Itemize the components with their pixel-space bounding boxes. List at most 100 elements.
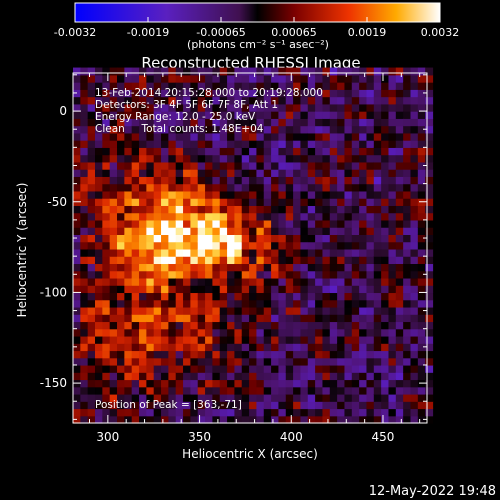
colorbar-tick-label: -0.0019 [127,26,169,39]
heatmap-cell [256,357,265,366]
heatmap-cell [278,270,287,279]
heatmap-cell [381,125,390,134]
heatmap-cell [410,386,419,395]
heatmap-cell [388,357,397,366]
heatmap-cell [285,357,294,366]
heatmap-cell [190,183,199,192]
heatmap-cell [315,190,324,199]
heatmap-cell [153,321,162,330]
heatmap-cell [146,408,155,417]
heatmap-cell [366,111,375,119]
heatmap-cell [109,256,118,265]
heatmap-cell [359,82,368,90]
heatmap-cell [175,350,184,359]
heatmap-cell [175,190,184,199]
heatmap-cell [278,299,287,308]
heatmap-cell [139,176,147,185]
heatmap-cell [95,408,103,417]
heatmap-cell [205,241,213,250]
heatmap-cell [124,328,133,337]
heatmap-cell [285,74,294,83]
heatmap-cell [109,379,118,388]
heatmap-cell [249,343,258,352]
heatmap-cell [87,205,96,214]
heatmap-cell [146,147,155,156]
heatmap-cell [241,299,250,308]
heatmap-cell [388,401,397,410]
heatmap-cell [256,328,265,337]
heatmap-cell [307,67,316,76]
heatmap-cell [351,147,360,156]
heatmap-cell [139,256,147,265]
heatmap-cell [124,205,133,214]
heatmap-cell [388,248,397,257]
heatmap-cell [395,234,404,243]
heatmap-cell [168,125,177,134]
heatmap-cell [307,415,316,424]
heatmap-cell [205,169,213,177]
heatmap-cell [278,263,287,272]
heatmap-cell [197,176,206,185]
heatmap-cell [315,118,324,127]
heatmap-cell [373,292,382,301]
heatmap-cell [278,364,287,373]
heatmap-cell [263,372,272,381]
heatmap-cell [197,82,206,90]
heatmap-cell [161,103,169,112]
heatmap-cell [234,285,243,294]
heatmap-cell [73,190,81,199]
heatmap-cell [293,270,302,279]
heatmap-cell [131,386,140,395]
heatmap-cell [278,292,287,301]
heatmap-cell [271,299,280,308]
heatmap-cell [359,292,368,301]
heatmap-cell [109,357,118,366]
heatmap-cell [278,212,287,221]
heatmap-cell [95,314,103,323]
heatmap-cell [410,67,419,76]
heatmap-cell [359,234,368,243]
heatmap-cell [425,241,434,250]
heatmap-cell [175,393,184,402]
heatmap-cell [271,292,280,301]
heatmap-cell [337,67,346,76]
heatmap-cell [366,67,375,76]
heatmap-cell [293,147,302,156]
heatmap-cell [388,328,397,337]
heatmap-cell [175,357,184,366]
heatmap-cell [102,343,111,352]
heatmap-cell [271,328,280,337]
heatmap-cell [131,372,140,381]
heatmap-cell [80,161,89,170]
heatmap-cell [109,343,118,352]
heatmap-cell [146,263,155,272]
heatmap-cell [285,372,294,381]
heatmap-cell [300,140,309,148]
heatmap-cell [95,140,103,148]
heatmap-cell [351,299,360,308]
heatmap-cell [95,154,103,163]
heatmap-cell [205,125,213,134]
heatmap-cell [219,379,228,388]
heatmap-cell [109,103,118,112]
heatmap-cell [234,227,243,235]
heatmap-cell [359,343,368,352]
heatmap-cell [95,328,103,337]
heatmap-cell [329,328,338,337]
heatmap-cell [249,350,258,359]
heatmap-cell [197,386,206,395]
heatmap-cell [87,306,96,315]
heatmap-cell [234,386,243,395]
heatmap-cell [249,393,258,402]
heatmap-cell [139,328,147,337]
y-tick-label: -150 [40,376,67,390]
heatmap-cell [381,176,390,185]
heatmap-cell [366,401,375,410]
heatmap-cell [417,176,426,185]
heatmap-cell [212,277,221,286]
heatmap-cell [403,67,412,76]
heatmap-cell [300,248,309,257]
heatmap-cell [263,176,272,185]
heatmap-cell [322,183,331,192]
heatmap-cell [175,328,184,337]
